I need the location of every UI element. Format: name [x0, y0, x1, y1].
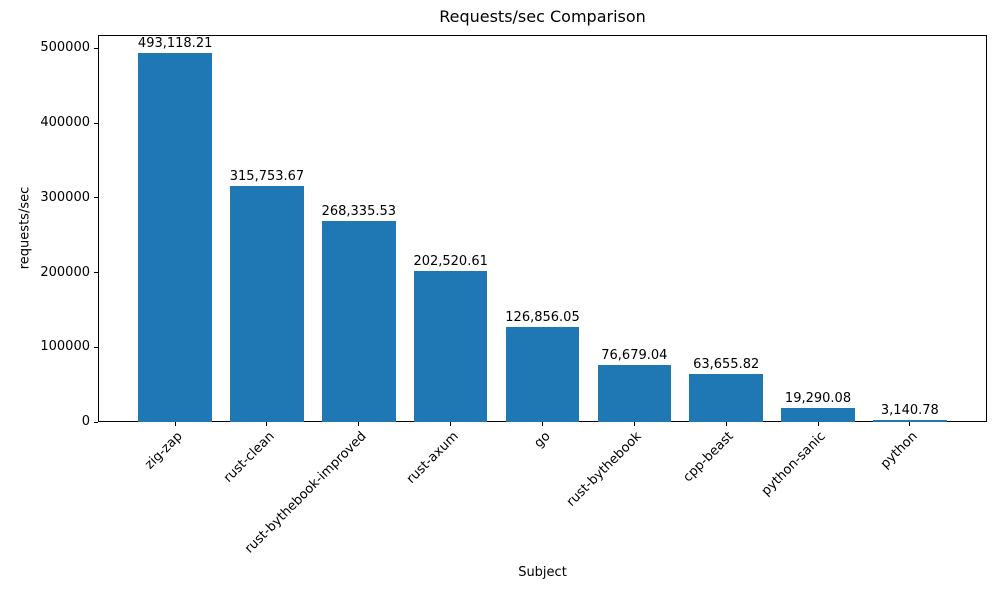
x-axis-label: Subject [518, 565, 567, 580]
bar-rust-clean [230, 186, 304, 422]
bar-value-label: 493,118.21 [137, 36, 213, 51]
y-axis-tick [94, 346, 98, 348]
bar-value-label: 126,856.05 [505, 310, 580, 325]
bar-rust-axum [413, 271, 488, 422]
chart-title: Requests/sec Comparison [439, 7, 646, 26]
bar-value-label: 268,335.53 [321, 204, 397, 219]
y-tick-label: 400000 [40, 115, 90, 131]
bar-value-label: 76,679.04 [601, 348, 668, 363]
y-tick-label: 200000 [40, 264, 90, 280]
y-axis-tick [94, 421, 98, 423]
bar-value-label: 19,290.08 [784, 391, 852, 406]
bar-zig-zap [138, 53, 212, 422]
y-axis-tick [94, 197, 98, 199]
x-axis-tick [174, 422, 176, 426]
bar-value-label: 3,140.78 [880, 403, 939, 418]
x-axis-tick [909, 422, 911, 426]
bar-rust-bythebook-improved [322, 221, 396, 422]
x-axis-tick [633, 422, 635, 426]
bar-value-label: 202,520.61 [413, 254, 488, 269]
bar-value-label: 315,753.67 [229, 169, 305, 184]
x-axis-tick [817, 422, 819, 426]
bar-python [873, 420, 947, 422]
y-tick-label: 500000 [40, 40, 90, 56]
x-axis-tick [358, 422, 360, 426]
y-tick-label: 0 [81, 414, 90, 429]
y-axis-tick [94, 47, 98, 49]
y-tick-label: 100000 [40, 339, 90, 355]
x-axis-tick [542, 422, 543, 426]
bar-value-label: 63,655.82 [693, 357, 760, 372]
y-axis-tick [94, 272, 98, 273]
bar-go [505, 327, 580, 422]
y-tick-label: 300000 [40, 189, 90, 205]
bar-python-sanic [781, 408, 855, 422]
bar-rust-bythebook [597, 365, 672, 422]
bar-cpp-beast [689, 374, 763, 422]
y-axis-tick [94, 122, 98, 124]
x-axis-tick [450, 422, 452, 426]
x-axis-tick [266, 422, 268, 426]
x-axis-tick [725, 422, 727, 426]
